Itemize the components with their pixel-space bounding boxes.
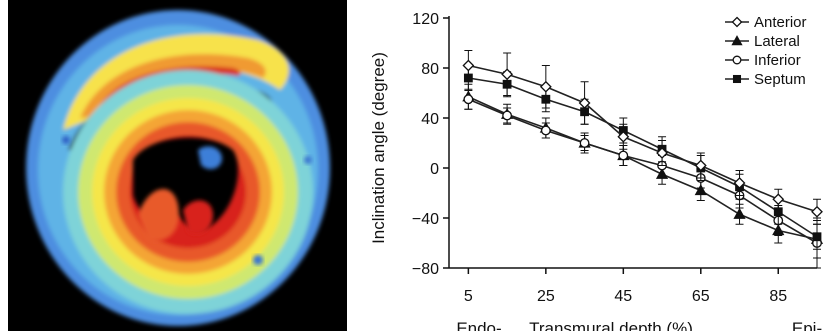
- data-point: [812, 232, 822, 242]
- data-point: [501, 68, 514, 81]
- series-layer: [462, 50, 824, 269]
- data-point: [694, 159, 707, 172]
- x-axis-epi-label: Epi-: [792, 319, 822, 331]
- x-tick-label: 5: [464, 288, 473, 305]
- x-axis-title: Transmural depth (%): [529, 319, 693, 331]
- heart-slice-image: [8, 0, 347, 331]
- series-lateral: [462, 83, 824, 259]
- data-point: [733, 207, 746, 219]
- legend: Anterior Lateral Inferior Septum: [725, 14, 807, 88]
- x-tick-label: 45: [614, 288, 632, 305]
- legend-label: Lateral: [754, 33, 800, 50]
- series-line: [468, 64, 818, 213]
- y-tick-label: 80: [421, 61, 439, 78]
- x-tick-label: 25: [537, 288, 555, 305]
- y-tick-label: 0: [430, 161, 439, 178]
- data-point: [540, 125, 551, 136]
- series-line: [468, 96, 818, 241]
- legend-label: Anterior: [754, 14, 807, 31]
- series-inferior: [463, 88, 822, 269]
- data-point: [502, 110, 513, 121]
- legend-item-inferior: Inferior: [725, 52, 801, 69]
- y-tick-label: −40: [412, 211, 439, 228]
- series-line: [468, 77, 818, 238]
- legend-item-anterior: Anterior: [725, 14, 807, 31]
- data-point: [656, 147, 668, 159]
- x-axis: 5 25 45 65 85: [449, 267, 817, 305]
- x-tick-label: 65: [692, 288, 710, 305]
- series-anterior: [462, 50, 823, 225]
- data-point: [618, 150, 629, 161]
- y-axis: 120 80 40 0 −40 −80: [412, 11, 450, 278]
- data-point: [462, 59, 475, 72]
- data-point: [733, 177, 746, 189]
- legend-label: Inferior: [754, 52, 801, 69]
- y-tick-label: −80: [412, 261, 439, 278]
- data-point: [617, 130, 630, 143]
- inclination-chart: 120 80 40 0 −40 −80 5 25 45 65 85 Anterior Lateral…: [369, 11, 824, 331]
- legend-marker: [731, 35, 743, 46]
- legend-label: Septum: [754, 71, 806, 88]
- legend-item-lateral: Lateral: [725, 33, 800, 50]
- y-tick-label: 120: [412, 11, 439, 28]
- y-axis-title: Inclination angle (degree): [369, 52, 388, 244]
- x-axis-endo-label: Endo-: [456, 319, 501, 331]
- data-point: [579, 138, 590, 148]
- data-point: [772, 193, 785, 206]
- legend-marker: [731, 16, 743, 28]
- y-tick-label: 40: [421, 111, 439, 128]
- x-tick-label: 85: [769, 288, 787, 305]
- data-point: [463, 94, 474, 105]
- legend-item-septum: Septum: [725, 71, 806, 88]
- data-point: [694, 184, 707, 196]
- legend-marker: [732, 74, 742, 84]
- data-point: [811, 205, 823, 218]
- series-septum: [463, 65, 822, 250]
- data-point: [578, 97, 591, 109]
- legend-marker: [732, 55, 742, 65]
- data-point: [539, 80, 552, 93]
- series-line: [468, 98, 818, 244]
